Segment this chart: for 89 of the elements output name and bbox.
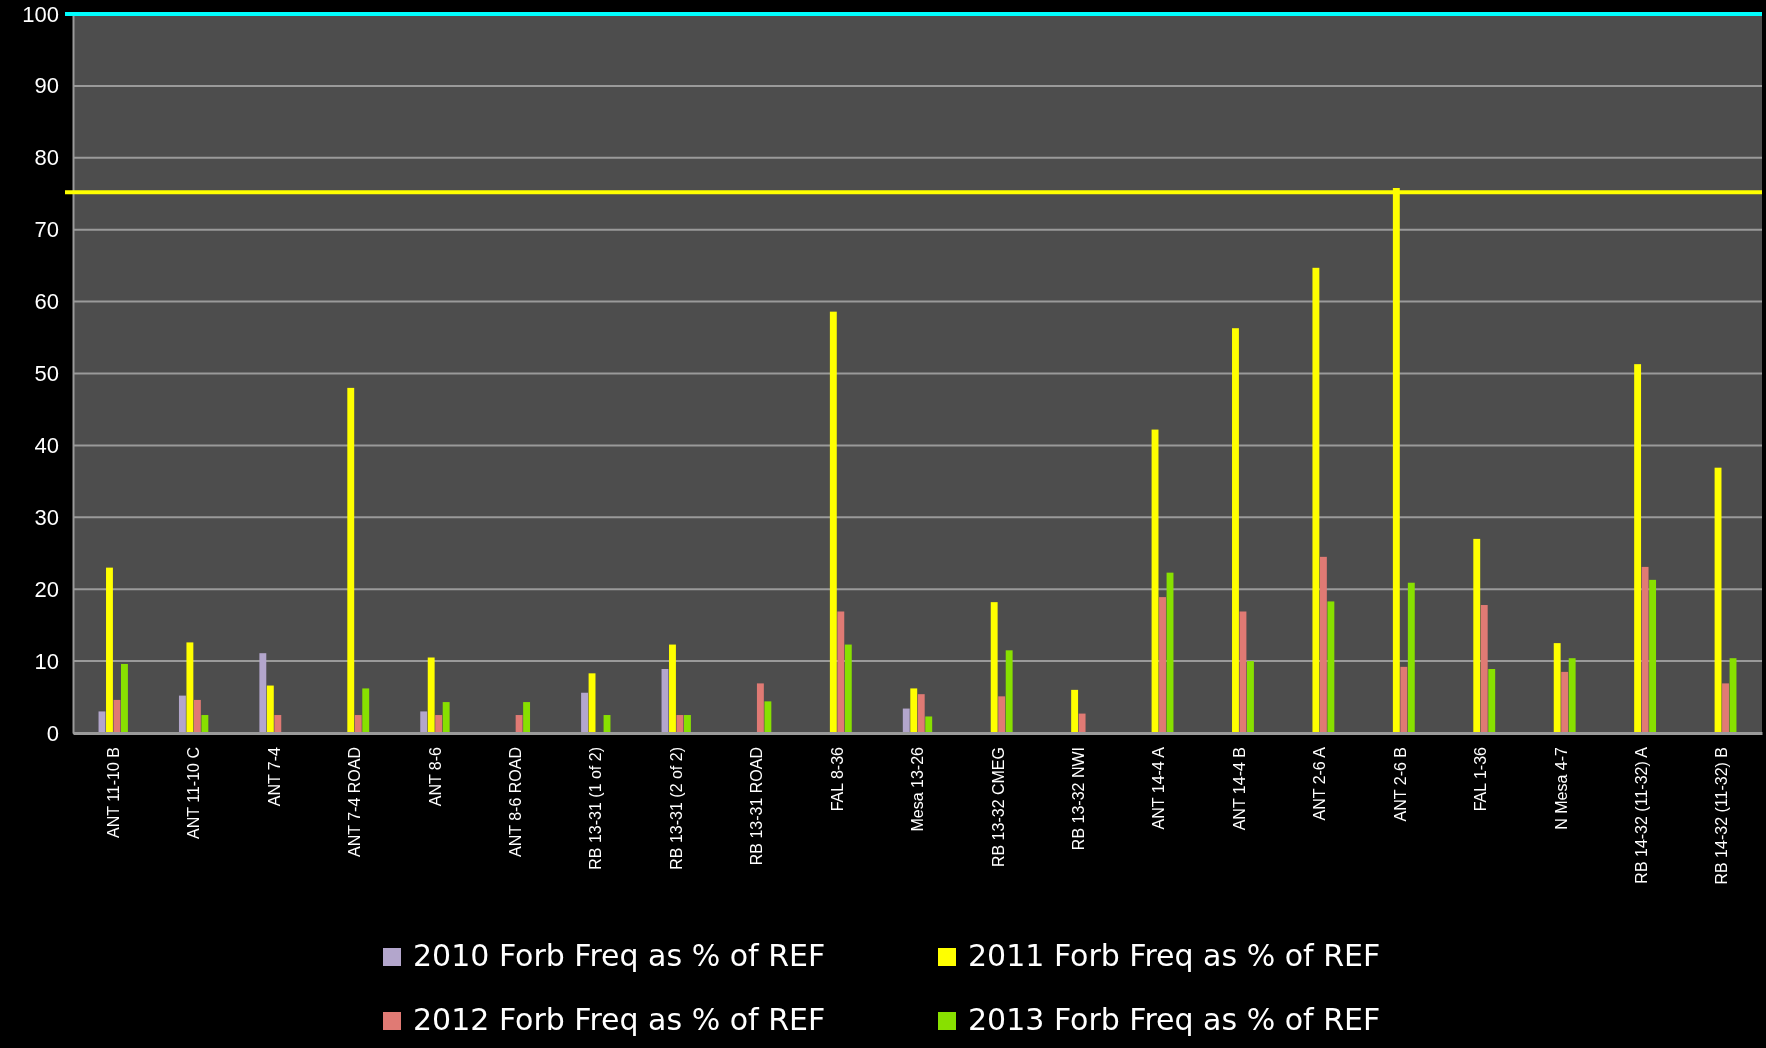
bar	[435, 715, 443, 733]
bar	[1319, 556, 1327, 733]
x-tick-label: ANT 11-10 B	[104, 747, 122, 839]
y-tick-label: 70	[34, 217, 59, 243]
x-tick-label: ANT 8-6	[426, 746, 444, 807]
bar	[764, 701, 772, 733]
x-tick-label: ANT 7-4 ROAD	[346, 747, 364, 857]
y-tick-label: 90	[34, 73, 59, 99]
y-tick-label: 0	[46, 720, 59, 746]
bar	[902, 708, 910, 733]
x-tick-label: ANT 2-6 A	[1311, 746, 1329, 821]
bar	[1247, 661, 1254, 733]
bar	[1400, 666, 1408, 733]
bar	[121, 663, 128, 733]
bar	[523, 702, 531, 733]
bar	[1159, 597, 1166, 733]
y-tick-label: 30	[34, 504, 59, 530]
bar	[1232, 328, 1239, 733]
bar	[266, 685, 274, 733]
x-tick-label: FAL 8-36	[828, 746, 846, 812]
bar	[362, 688, 370, 733]
bar	[684, 715, 691, 733]
bar	[1641, 566, 1649, 733]
y-tick-label: 40	[34, 432, 59, 458]
bar	[1071, 689, 1079, 733]
bar	[427, 657, 435, 733]
bar	[910, 688, 918, 733]
bar	[1634, 364, 1642, 733]
legend-label: 2012 Forb Freq as % of REF	[413, 1002, 826, 1037]
bar	[925, 716, 933, 733]
y-tick-label: 50	[34, 361, 59, 387]
y-tick-label: 100	[22, 1, 59, 27]
legend-label: 2013 Forb Freq as % of REF	[968, 1002, 1381, 1037]
x-tick-label: RB 14-32 (11-32) A	[1632, 746, 1650, 884]
bar	[201, 715, 209, 733]
bar	[354, 715, 362, 733]
bar	[347, 387, 355, 733]
bar	[1005, 650, 1013, 733]
y-tick-label: 60	[34, 289, 59, 315]
bar	[442, 702, 450, 733]
bar	[259, 653, 267, 733]
x-tick-label: ANT 7-4	[265, 746, 283, 807]
x-tick-label: ANT 8-6 ROAD	[506, 747, 524, 857]
bar	[1649, 579, 1657, 733]
bar	[1327, 601, 1335, 733]
x-tick-label: ANT 2-6 B	[1391, 747, 1409, 822]
bar	[274, 715, 282, 733]
bar	[837, 611, 845, 733]
bar	[829, 311, 837, 733]
y-tick-label: 10	[34, 648, 59, 674]
x-tick-label: RB 13-31 (1 of 2)	[587, 747, 605, 870]
x-tick-label: ANT 11-10 C	[185, 747, 203, 839]
x-tick-label: FAL 1-36	[1472, 746, 1490, 812]
x-tick-label: ANT 14-4 A	[1150, 746, 1168, 830]
bar	[756, 683, 764, 733]
bar	[193, 699, 201, 733]
bar	[420, 711, 428, 733]
bar	[1488, 669, 1496, 733]
bar	[1473, 538, 1481, 733]
y-tick-label: 80	[34, 145, 59, 171]
bar	[990, 602, 998, 733]
bar	[581, 692, 588, 733]
bar	[515, 715, 523, 733]
x-tick-label: ANT 14-4 B	[1230, 747, 1248, 831]
bar	[998, 696, 1006, 733]
x-tick-label: RB 13-32 CMEG	[989, 747, 1007, 868]
x-tick-label: RB 14-32 (11-32) B	[1713, 747, 1731, 885]
x-tick-label: RB 13-32 NWI	[1069, 747, 1087, 851]
x-tick-label: RB 13-31 (2 of 2)	[667, 747, 685, 870]
bar	[844, 644, 852, 733]
bar	[1568, 658, 1576, 733]
bar	[106, 567, 113, 733]
bar	[669, 644, 676, 733]
bar	[1553, 643, 1561, 733]
bar	[1078, 713, 1086, 733]
x-tick-label: Mesa 13-26	[909, 746, 927, 832]
bar	[917, 694, 925, 733]
legend-label: 2010 Forb Freq as % of REF	[413, 938, 826, 973]
bar	[1312, 267, 1320, 733]
bar	[1561, 671, 1569, 733]
bar	[1407, 582, 1415, 733]
bar	[1480, 605, 1488, 733]
legend-label: 2011 Forb Freq as % of REF	[968, 938, 1381, 973]
x-tick-label: RB 13-31 ROAD	[748, 747, 766, 866]
bar	[186, 642, 194, 733]
bar	[1722, 683, 1729, 733]
x-tick-label: N Mesa 4-7	[1552, 746, 1570, 830]
y-tick-label: 20	[34, 576, 59, 602]
bar	[178, 695, 186, 733]
